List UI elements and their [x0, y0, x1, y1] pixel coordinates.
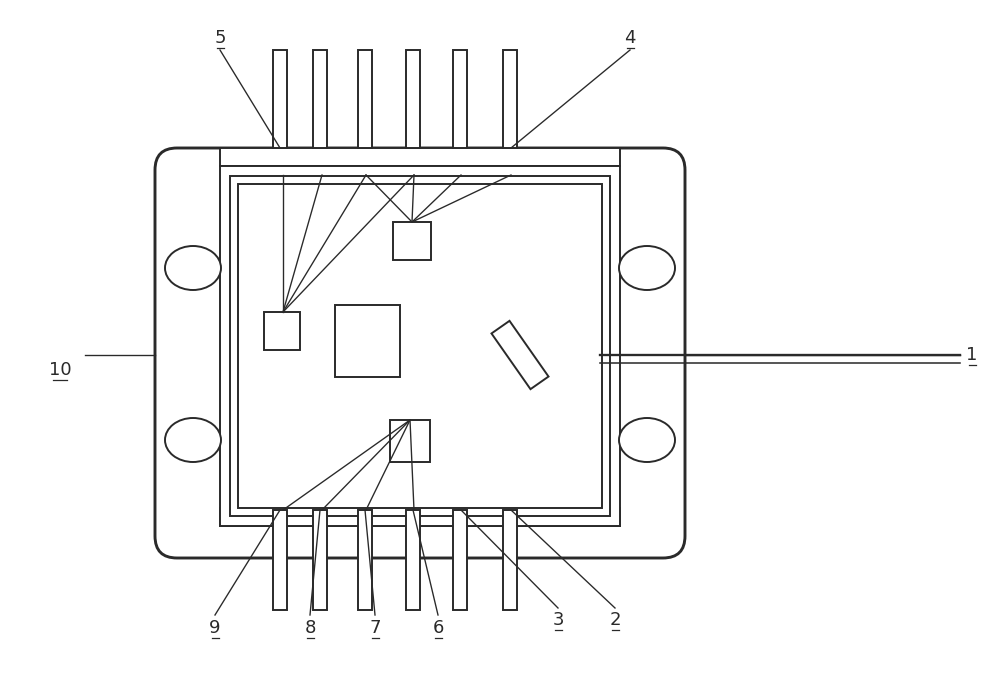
Bar — [313, 510, 327, 610]
Bar — [230, 176, 610, 516]
Bar — [238, 184, 602, 508]
Ellipse shape — [619, 418, 675, 462]
Polygon shape — [491, 321, 549, 389]
Bar — [273, 50, 287, 148]
Text: 10: 10 — [49, 361, 71, 379]
Bar — [393, 222, 431, 260]
Bar — [503, 510, 517, 610]
Text: 5: 5 — [214, 29, 226, 47]
Text: 2: 2 — [609, 611, 621, 629]
Text: 9: 9 — [209, 619, 221, 637]
Bar — [406, 510, 420, 610]
Text: 8: 8 — [304, 619, 316, 637]
Text: 7: 7 — [369, 619, 381, 637]
Text: 6: 6 — [432, 619, 444, 637]
Bar — [220, 166, 620, 526]
Bar — [335, 305, 400, 377]
Bar — [390, 420, 430, 462]
Ellipse shape — [165, 246, 221, 290]
Bar — [453, 510, 467, 610]
Text: 1: 1 — [966, 346, 978, 364]
Text: 4: 4 — [624, 29, 636, 47]
Ellipse shape — [165, 418, 221, 462]
Ellipse shape — [619, 246, 675, 290]
Bar — [313, 50, 327, 148]
Bar — [406, 50, 420, 148]
Bar — [358, 510, 372, 610]
Text: 3: 3 — [552, 611, 564, 629]
Bar — [273, 510, 287, 610]
Bar — [358, 50, 372, 148]
Bar — [220, 508, 620, 526]
Bar — [220, 148, 620, 166]
Bar — [264, 312, 300, 350]
Bar — [503, 50, 517, 148]
Bar — [453, 50, 467, 148]
FancyBboxPatch shape — [155, 148, 685, 558]
